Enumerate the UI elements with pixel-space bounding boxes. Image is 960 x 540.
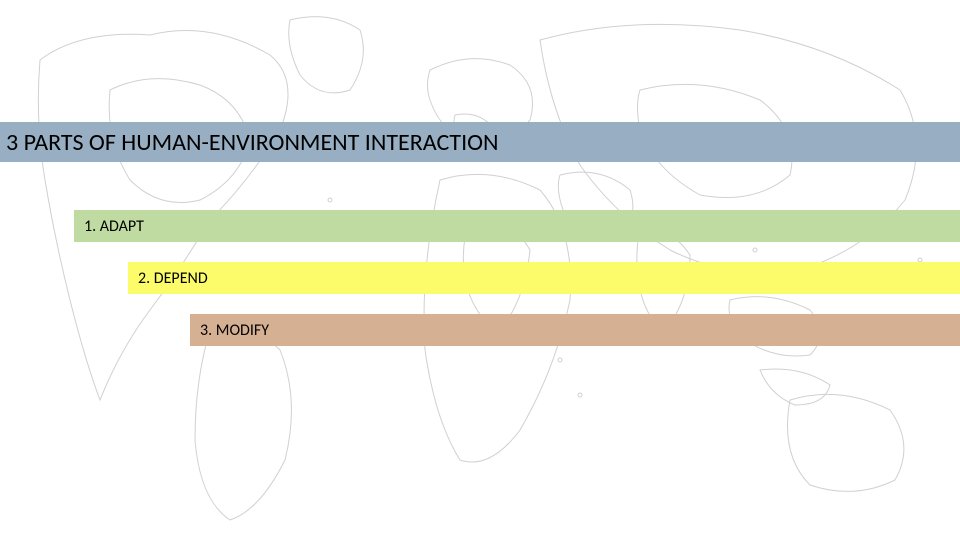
item-label-adapt: 1. ADAPT	[84, 217, 144, 236]
item-bar-adapt: 1. ADAPT	[74, 210, 960, 242]
item-label-modify: 3. MODIFY	[200, 321, 269, 340]
item-bar-modify: 3. MODIFY	[190, 314, 960, 346]
slide-title-bar: 3 PARTS OF HUMAN-ENVIRONMENT INTERACTION	[0, 122, 960, 162]
slide-title-text: 3 PARTS OF HUMAN-ENVIRONMENT INTERACTION	[6, 128, 499, 157]
item-label-depend: 2. DEPEND	[138, 269, 208, 288]
item-bar-depend: 2. DEPEND	[128, 262, 960, 294]
